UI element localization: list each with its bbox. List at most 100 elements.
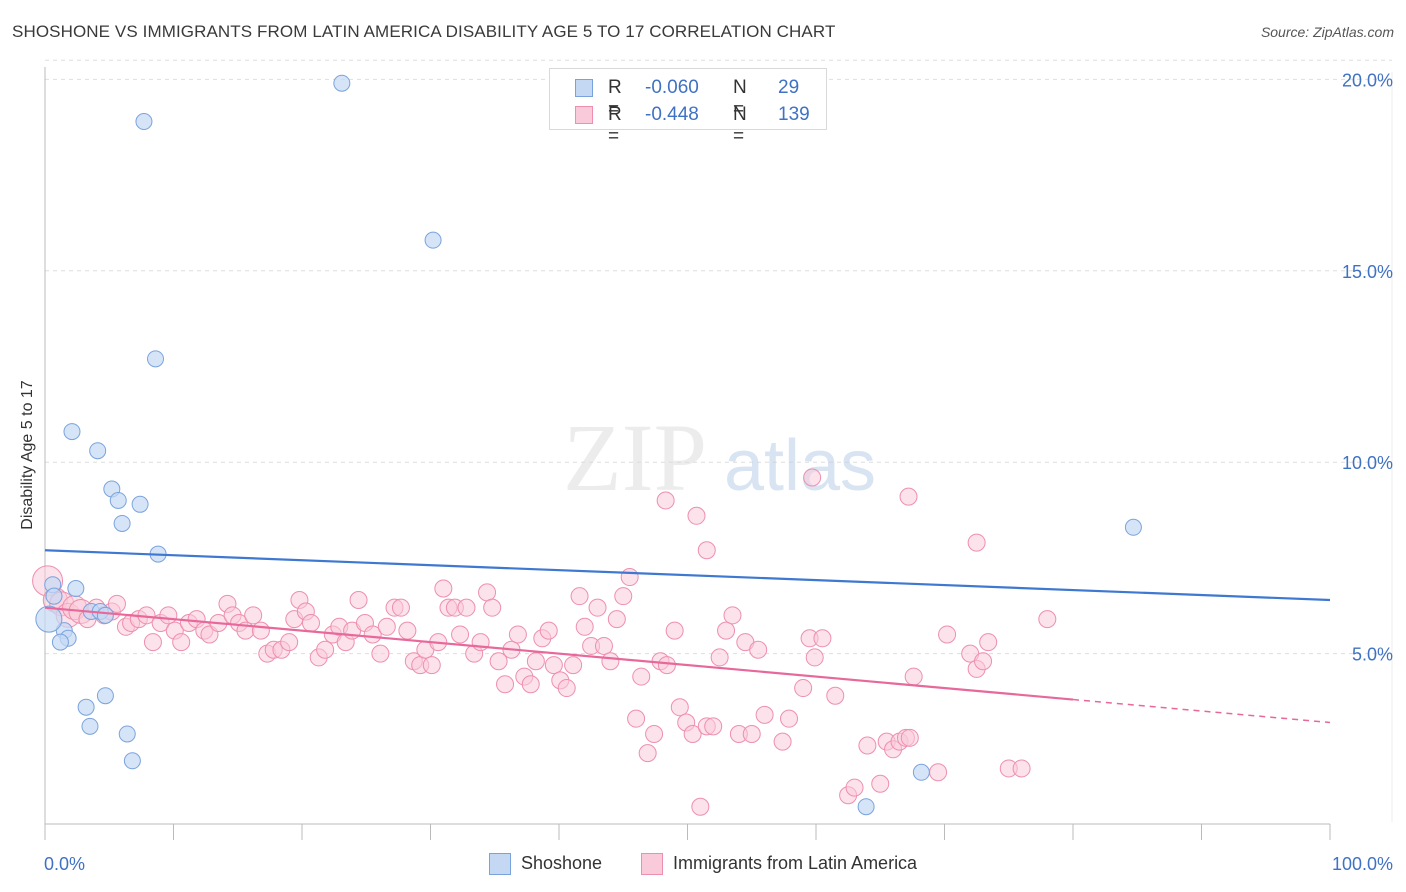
axes (44, 67, 1331, 840)
latin-america-point (929, 763, 948, 782)
latin-america-point (478, 583, 497, 602)
latin-america-point (803, 468, 822, 487)
x-tick-label: 100.0% (1332, 854, 1393, 874)
latin-america-point (665, 621, 684, 640)
latin-america-point (967, 533, 986, 552)
latin-america-point (979, 633, 998, 652)
latin-america-point (508, 625, 527, 644)
latin-america-point (434, 579, 453, 598)
latin-america-point (645, 724, 664, 743)
latin-america-point (974, 652, 993, 671)
latin-america-point (159, 606, 178, 625)
latin-america-point (638, 744, 657, 763)
latin-america-point (1038, 610, 1057, 629)
latin-america-point (422, 656, 441, 675)
shoshone-point (45, 587, 63, 605)
legend-swatch-shoshone (575, 79, 593, 97)
shoshone-point (35, 605, 63, 633)
x-tick-label: 0.0% (44, 854, 85, 874)
tick-labels: 5.0% 10.0% 15.0% 20.0% 0.0% 100.0% (44, 70, 1393, 874)
shoshone-point (77, 698, 95, 716)
watermark-zip: ZIP (563, 404, 707, 511)
latin-america-point (704, 717, 723, 736)
gridlines (45, 59, 1393, 822)
shoshone-point (118, 725, 136, 743)
y-tick-label: 15.0% (1342, 262, 1393, 282)
latin-america-point (858, 736, 877, 755)
y-axis-label: Disability Age 5 to 17 (19, 380, 36, 530)
series-shoshone-points (35, 74, 1142, 816)
latin-america-point (780, 709, 799, 728)
latin-america-point (826, 686, 845, 705)
shoshone-point (96, 687, 114, 705)
shoshone-point (424, 231, 442, 249)
latin-america-point (845, 778, 864, 797)
latin-america-point (601, 652, 620, 671)
latin-america-point (607, 610, 626, 629)
latin-america-point (717, 621, 736, 640)
series-latin-america-points (32, 468, 1057, 816)
latin-america-point (900, 728, 919, 747)
bottom-legend-label: Shoshone (521, 853, 603, 873)
latin-america-point (363, 625, 382, 644)
latin-america-point (557, 679, 576, 698)
legend-r-label: R = (608, 104, 622, 147)
latin-america-point (107, 594, 126, 613)
latin-america-point (544, 656, 563, 675)
latin-america-point (564, 656, 583, 675)
latin-america-point (244, 606, 263, 625)
latin-america-point (904, 667, 923, 686)
latin-america-point (755, 705, 774, 724)
latin-america-point (794, 679, 813, 698)
legend-r-label: R = (608, 77, 622, 120)
latin-america-point (899, 487, 918, 506)
latin-america-point (526, 652, 545, 671)
latin-america-point (742, 724, 761, 743)
latin-america-point (632, 667, 651, 686)
source-label: Source: ZipAtlas.com (1260, 24, 1394, 40)
shoshone-point (51, 633, 69, 651)
latin-america-point (749, 640, 768, 659)
latin-america-point (657, 656, 676, 675)
latin-america-trendline (44, 606, 1074, 701)
watermark-atlas: atlas (724, 426, 876, 506)
latin-america-point (614, 587, 633, 606)
latin-america-point (805, 648, 824, 667)
shoshone-point (147, 350, 165, 368)
shoshone-point (109, 491, 127, 509)
shoshone-point (131, 495, 149, 513)
latin-america-point (710, 648, 729, 667)
latin-america-point (588, 598, 607, 617)
shoshone-point (81, 717, 99, 735)
latin-america-point (539, 621, 558, 640)
latin-america-point (656, 491, 675, 510)
latin-america-point (349, 591, 368, 610)
shoshone-point (135, 113, 153, 131)
shoshone-point (333, 74, 351, 92)
shoshone-point (123, 752, 141, 770)
shoshone-point (63, 423, 81, 441)
latin-america-point (251, 621, 270, 640)
latin-america-point (143, 633, 162, 652)
y-tick-label: 20.0% (1342, 70, 1393, 90)
latin-america-point (697, 541, 716, 560)
latin-america-point (451, 625, 470, 644)
latin-america-point (594, 636, 613, 655)
latin-america-point (496, 675, 515, 694)
latin-america-point (316, 640, 335, 659)
latin-america-trendline-projection (1072, 698, 1331, 724)
latin-america-point (371, 644, 390, 663)
latin-america-point (670, 698, 689, 717)
latin-america-point (1012, 759, 1031, 778)
shoshone-point (96, 606, 114, 624)
shoshone-point (67, 580, 85, 598)
latin-america-point (938, 625, 957, 644)
legend-r-value: -0.060 (645, 77, 699, 98)
latin-america-point (570, 587, 589, 606)
y-tick-label: 5.0% (1352, 645, 1393, 665)
bottom-legend-swatch-latin-america (641, 853, 663, 875)
latin-america-point (391, 598, 410, 617)
shoshone-point (912, 763, 930, 781)
chart-title: SHOSHONE VS IMMIGRANTS FROM LATIN AMERIC… (12, 22, 836, 41)
